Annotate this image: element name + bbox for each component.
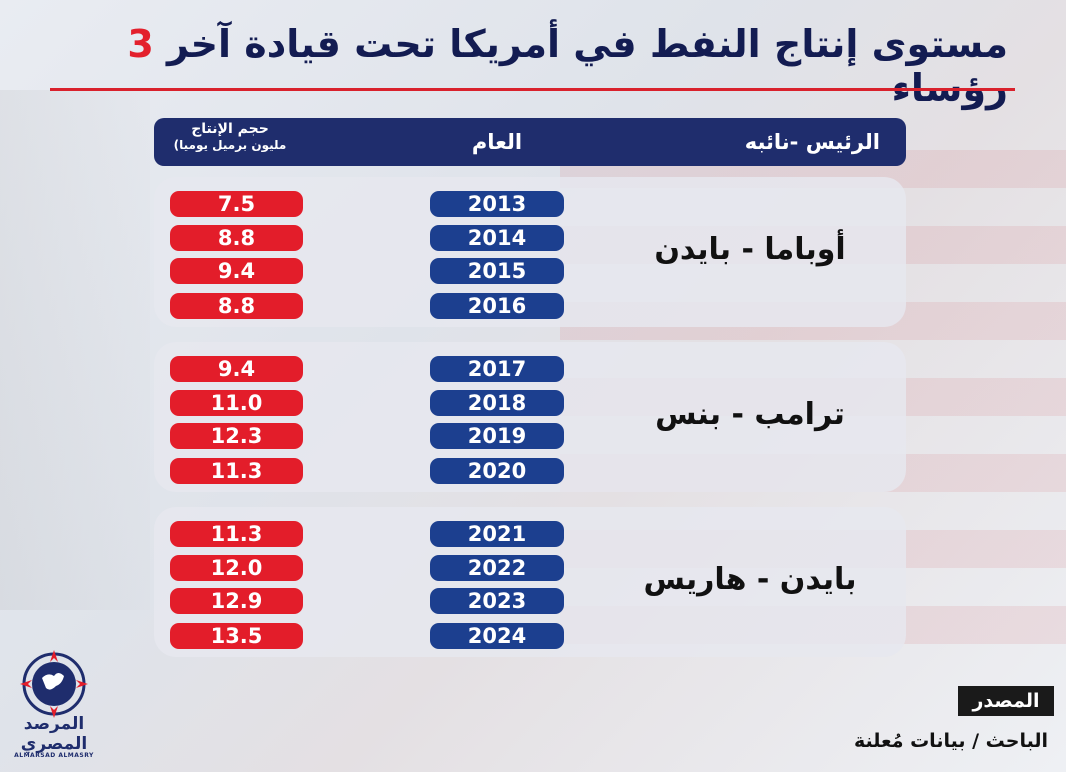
value-pill: 12.0 — [170, 555, 303, 581]
page-title: مستوى إنتاج النفط في أمريكا تحت قيادة آخ… — [48, 22, 1008, 110]
group-president-label: أوباما - بايدن — [654, 232, 846, 267]
value-pill: 7.5 — [170, 191, 303, 217]
year-pill: 2020 — [430, 458, 564, 484]
source-label: المصدر — [958, 686, 1054, 716]
background-derrick — [0, 90, 150, 610]
title-number: 3 — [127, 22, 154, 66]
year-pill: 2013 — [430, 191, 564, 217]
year-pill: 2018 — [430, 390, 564, 416]
value-pill: 12.3 — [170, 423, 303, 449]
year-pill: 2022 — [430, 555, 564, 581]
value-pill: 12.9 — [170, 588, 303, 614]
year-pill: 2014 — [430, 225, 564, 251]
year-pill: 2017 — [430, 356, 564, 382]
title-divider — [50, 88, 1015, 91]
value-pill: 13.5 — [170, 623, 303, 649]
logo-arabic-text: المرصد المصري — [20, 714, 88, 754]
source-text: الباحث / بيانات مُعلنة — [853, 730, 1048, 752]
value-pill: 9.4 — [170, 356, 303, 382]
year-pill: 2021 — [430, 521, 564, 547]
value-pill: 9.4 — [170, 258, 303, 284]
logo-english-text: ALMARSAD ALMASRY — [14, 752, 94, 759]
column-header-year: العام — [471, 130, 523, 154]
column-header-volume-line1: حجم الإنتاج — [191, 121, 269, 137]
year-pill: 2016 — [430, 293, 564, 319]
group-president-label: ترامب - بنس — [655, 397, 845, 432]
value-pill: 11.3 — [170, 521, 303, 547]
year-pill: 2019 — [430, 423, 564, 449]
value-pill: 8.8 — [170, 293, 303, 319]
column-header-volume: حجم الإنتاج مليون برميل يوميا) — [160, 121, 300, 152]
value-pill: 11.0 — [170, 390, 303, 416]
column-header-volume-line2: مليون برميل يوميا) — [173, 137, 287, 152]
column-header-president: الرئيس -نائبه — [744, 130, 880, 154]
almarsad-logo-icon — [20, 650, 88, 718]
year-pill: 2023 — [430, 588, 564, 614]
year-pill: 2015 — [430, 258, 564, 284]
title-text-1: مستوى إنتاج النفط في أمريكا تحت قيادة آخ… — [167, 22, 1008, 66]
table-header-bar — [154, 118, 906, 166]
group-president-label: بايدن - هاريس — [643, 562, 857, 597]
value-pill: 8.8 — [170, 225, 303, 251]
value-pill: 11.3 — [170, 458, 303, 484]
year-pill: 2024 — [430, 623, 564, 649]
